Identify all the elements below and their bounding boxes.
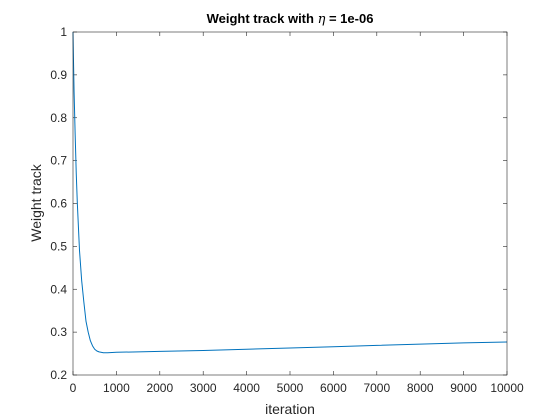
x-tick-label: 5000: [277, 381, 304, 395]
x-axis-label: iteration: [265, 401, 315, 417]
weight-track-line: [72, 31, 508, 354]
y-axis-label: Weight track: [28, 163, 44, 242]
plot-frame: [72, 31, 508, 376]
y-axis-ticks: 0.2 0.3 0.4 0.5 0.6 0.7 0.8 0.9 1: [50, 25, 507, 382]
y-tick-label: 0.7: [50, 154, 67, 168]
chart-title-suffix: = 1e-06: [325, 11, 373, 26]
y-tick-label: 0.5: [50, 239, 67, 253]
y-tick-label: 0.2: [50, 368, 67, 382]
x-tick-label: 3000: [190, 381, 217, 395]
x-tick-label: 10000: [490, 381, 524, 395]
chart-title: Weight track with η = 1e-06: [207, 11, 374, 27]
y-tick-label: 0.9: [50, 68, 67, 82]
x-tick-label: 4000: [233, 381, 260, 395]
x-tick-label: 2000: [146, 381, 173, 395]
x-tick-label: 9000: [450, 381, 477, 395]
x-axis-ticks: 0 1000 2000 3000 4000 5000 6000 7000 8000 9000 100…: [70, 32, 524, 395]
x-tick-label: 1000: [103, 381, 130, 395]
chart-title-eta: η: [318, 12, 326, 27]
y-tick-label: 0.4: [50, 282, 67, 296]
plot-background: [73, 32, 507, 375]
y-tick-label: 0.3: [50, 325, 67, 339]
y-tick-label: 0.6: [50, 197, 67, 211]
y-tick-label: 1: [60, 25, 67, 39]
x-tick-label: 7000: [363, 381, 390, 395]
x-tick-label: 8000: [407, 381, 434, 395]
series-group: [72, 31, 508, 354]
x-tick-label: 0: [70, 381, 77, 395]
x-tick-label: 6000: [320, 381, 347, 395]
chart-title-prefix: Weight track with: [207, 11, 318, 26]
y-tick-label: 0.8: [50, 111, 67, 125]
